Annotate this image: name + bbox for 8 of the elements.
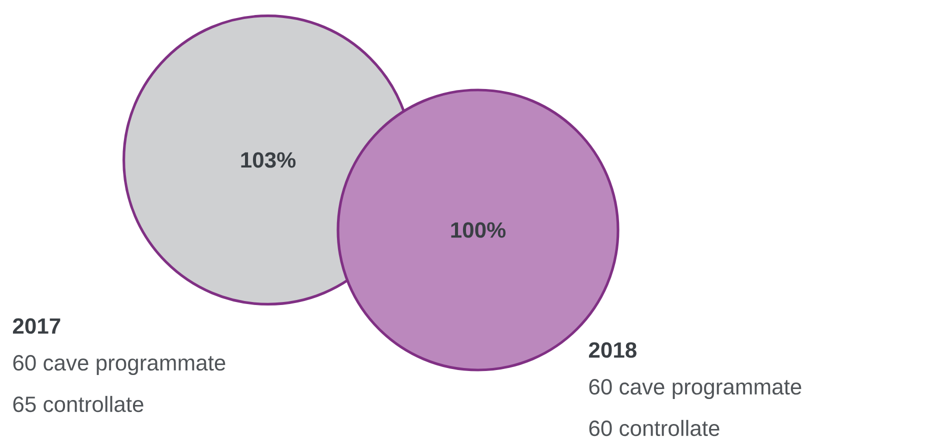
data-label: 100% — [451, 222, 506, 238]
text: 60 controllate — [589, 420, 720, 436]
text: 60 cave programmate — [589, 379, 802, 399]
category-label: 2017 — [12, 318, 60, 334]
text: 60 cave programmate — [13, 355, 226, 375]
text: 65 controllate — [13, 396, 144, 412]
data-label: 103% — [241, 152, 296, 168]
category-label: 2018 — [588, 342, 636, 358]
